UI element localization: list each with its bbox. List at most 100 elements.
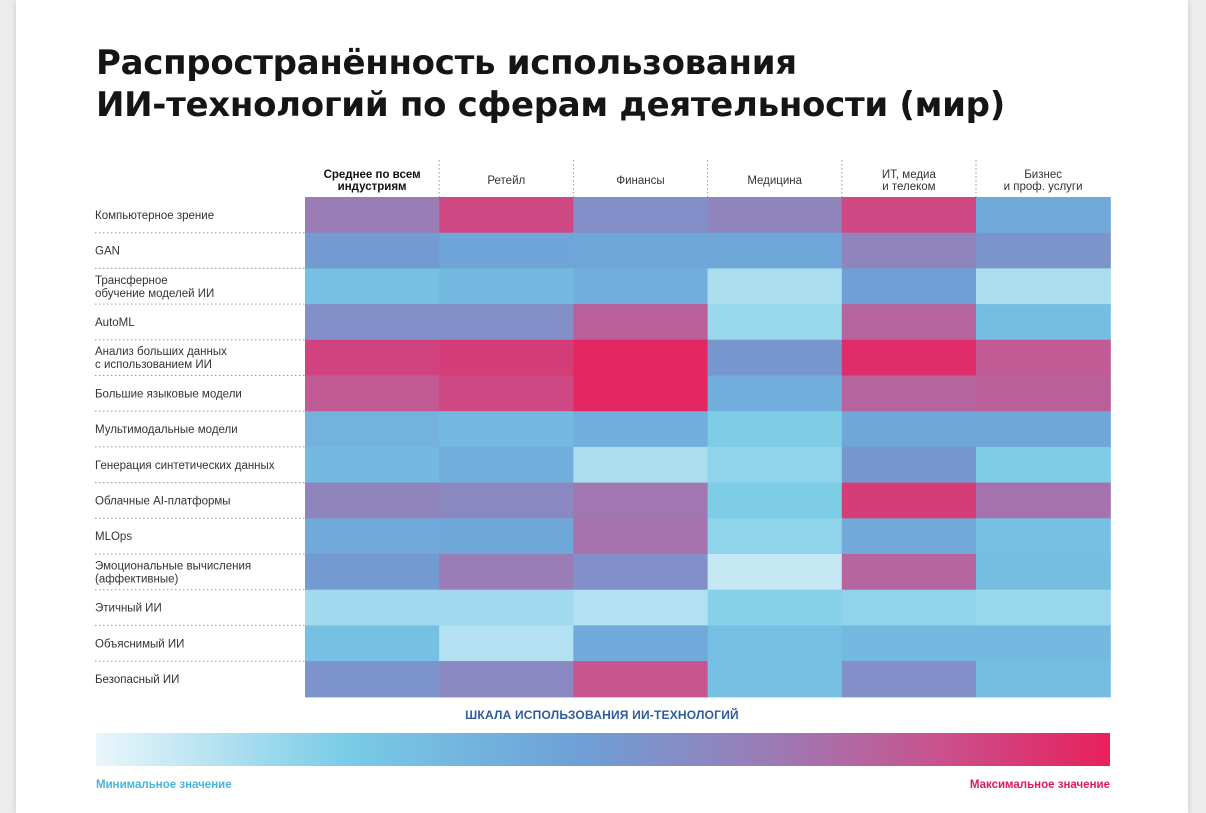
row-label: Анализ больших данных с использованием ИИ xyxy=(95,346,227,371)
heatmap-cell xyxy=(976,446,1111,484)
heatmap-cell xyxy=(707,661,843,698)
heatmap-cell xyxy=(841,304,977,341)
heatmap-cell xyxy=(976,554,1111,591)
heatmap-cell xyxy=(976,339,1111,377)
heatmap-cell xyxy=(305,411,440,448)
heatmap-cell xyxy=(439,482,574,519)
heatmap-cell xyxy=(841,375,977,412)
row-label: Облачные AI-платформы xyxy=(95,495,231,507)
row-label: Компьютерное зрение xyxy=(95,210,214,222)
heatmap-cell xyxy=(573,304,709,341)
row-label: Мультимодальные модели xyxy=(95,424,238,436)
scale-min-label: Минимальное значение xyxy=(96,779,232,791)
heatmap-cell xyxy=(573,446,709,484)
column-header: Ретейл xyxy=(487,175,525,187)
heatmap-cell xyxy=(707,197,843,234)
heatmap-cell xyxy=(573,197,709,234)
column-header: ИТ, медиа и телеком xyxy=(882,169,937,193)
row-label: GAN xyxy=(95,246,120,258)
heatmap-cell xyxy=(439,339,574,377)
heatmap-cell xyxy=(841,411,977,448)
row-label: AutoML xyxy=(95,317,135,329)
heatmap-cell xyxy=(976,482,1111,519)
heatmap-cell xyxy=(707,339,843,377)
heatmap-cell xyxy=(439,554,574,591)
heatmap-chart: Среднее по всем индустриям Ретейл Финансы Ме… xyxy=(95,160,1111,698)
heatmap-cell xyxy=(841,518,977,555)
heatmap-cell xyxy=(439,197,574,234)
heatmap-cell xyxy=(305,554,440,591)
heatmap-cell xyxy=(707,554,843,591)
heatmap-cell xyxy=(573,589,709,626)
heatmap-cell xyxy=(305,661,440,698)
heatmap-cell xyxy=(439,625,574,662)
heatmap-cell xyxy=(707,232,843,269)
heatmap-cell xyxy=(841,554,977,591)
heatmap-cell xyxy=(573,232,709,269)
heatmap-cell xyxy=(439,375,574,412)
heatmap-cell xyxy=(439,589,574,626)
heatmap-cell xyxy=(976,197,1111,234)
title-line-2: ИИ-технологий по сферам деятельности (ми… xyxy=(96,85,1005,125)
heatmap-cell xyxy=(841,589,977,626)
heatmap-cell xyxy=(305,589,440,626)
heatmap-cell xyxy=(707,268,843,305)
scale-max-label: Максимальное значение xyxy=(969,779,1110,791)
heatmap-cell xyxy=(305,339,440,377)
heatmap-cell xyxy=(841,661,977,698)
heatmap-cell xyxy=(707,518,843,555)
row-label: Большие языковые модели xyxy=(95,388,242,400)
heatmap-cell xyxy=(305,375,440,412)
heatmap-cell xyxy=(439,304,574,341)
column-header: Среднее по всем индустриям xyxy=(324,169,421,193)
heatmap-cell xyxy=(573,482,709,519)
row-label: MLOps xyxy=(95,531,132,543)
heatmap-cell xyxy=(976,661,1111,698)
column-header: Финансы xyxy=(616,175,664,187)
heatmap-cell xyxy=(707,411,843,448)
row-label: Эмоциональные вычисления (аффективные) xyxy=(95,560,251,585)
heatmap-cell xyxy=(305,268,440,305)
heatmap-cell xyxy=(707,304,843,341)
column-header: Бизнес и проф. услуги xyxy=(1004,169,1083,193)
heatmap-cell xyxy=(573,518,709,555)
page-title: Распространённость использования ИИ-техн… xyxy=(96,42,1096,126)
heatmap-cell xyxy=(305,197,440,234)
heatmap-cell xyxy=(976,589,1111,626)
heatmap-cell xyxy=(976,304,1111,341)
heatmap-cell xyxy=(439,411,574,448)
heatmap-cell xyxy=(439,661,574,698)
heatmap-cell xyxy=(707,375,843,412)
heatmap-cell xyxy=(573,625,709,662)
heatmap-cell xyxy=(439,446,574,484)
heatmap-cell xyxy=(976,268,1111,305)
heatmap-cell xyxy=(305,304,440,341)
heatmap-cell xyxy=(841,197,977,234)
heatmap-cell xyxy=(976,625,1111,662)
scale-gradient-bar xyxy=(96,733,1110,766)
row-label: Объяснимый ИИ xyxy=(95,638,184,650)
heatmap-cell xyxy=(707,589,843,626)
heatmap-cell xyxy=(573,375,709,412)
row-label: Безопасный ИИ xyxy=(95,674,179,686)
heatmap-cell xyxy=(707,625,843,662)
report-page: Распространённость использования ИИ-техн… xyxy=(16,0,1188,813)
heatmap-cell xyxy=(573,554,709,591)
heatmap-cell xyxy=(305,625,440,662)
heatmap-cell xyxy=(305,446,440,484)
heatmap-cell xyxy=(439,518,574,555)
row-label: Этичный ИИ xyxy=(95,603,162,615)
heatmap-cell xyxy=(573,411,709,448)
column-header: Медицина xyxy=(747,175,802,187)
row-label: Генерация синтетических данных xyxy=(95,460,275,472)
heatmap-cell xyxy=(841,446,977,484)
heatmap-cell xyxy=(841,268,977,305)
heatmap-cell xyxy=(707,446,843,484)
heatmap-cell xyxy=(841,232,977,269)
heatmap-cell xyxy=(976,518,1111,555)
heatmap-cell xyxy=(439,268,574,305)
heatmap-cell xyxy=(439,232,574,269)
heatmap-cell xyxy=(305,232,440,269)
heatmap-cell xyxy=(305,518,440,555)
heatmap-cell xyxy=(841,482,977,519)
